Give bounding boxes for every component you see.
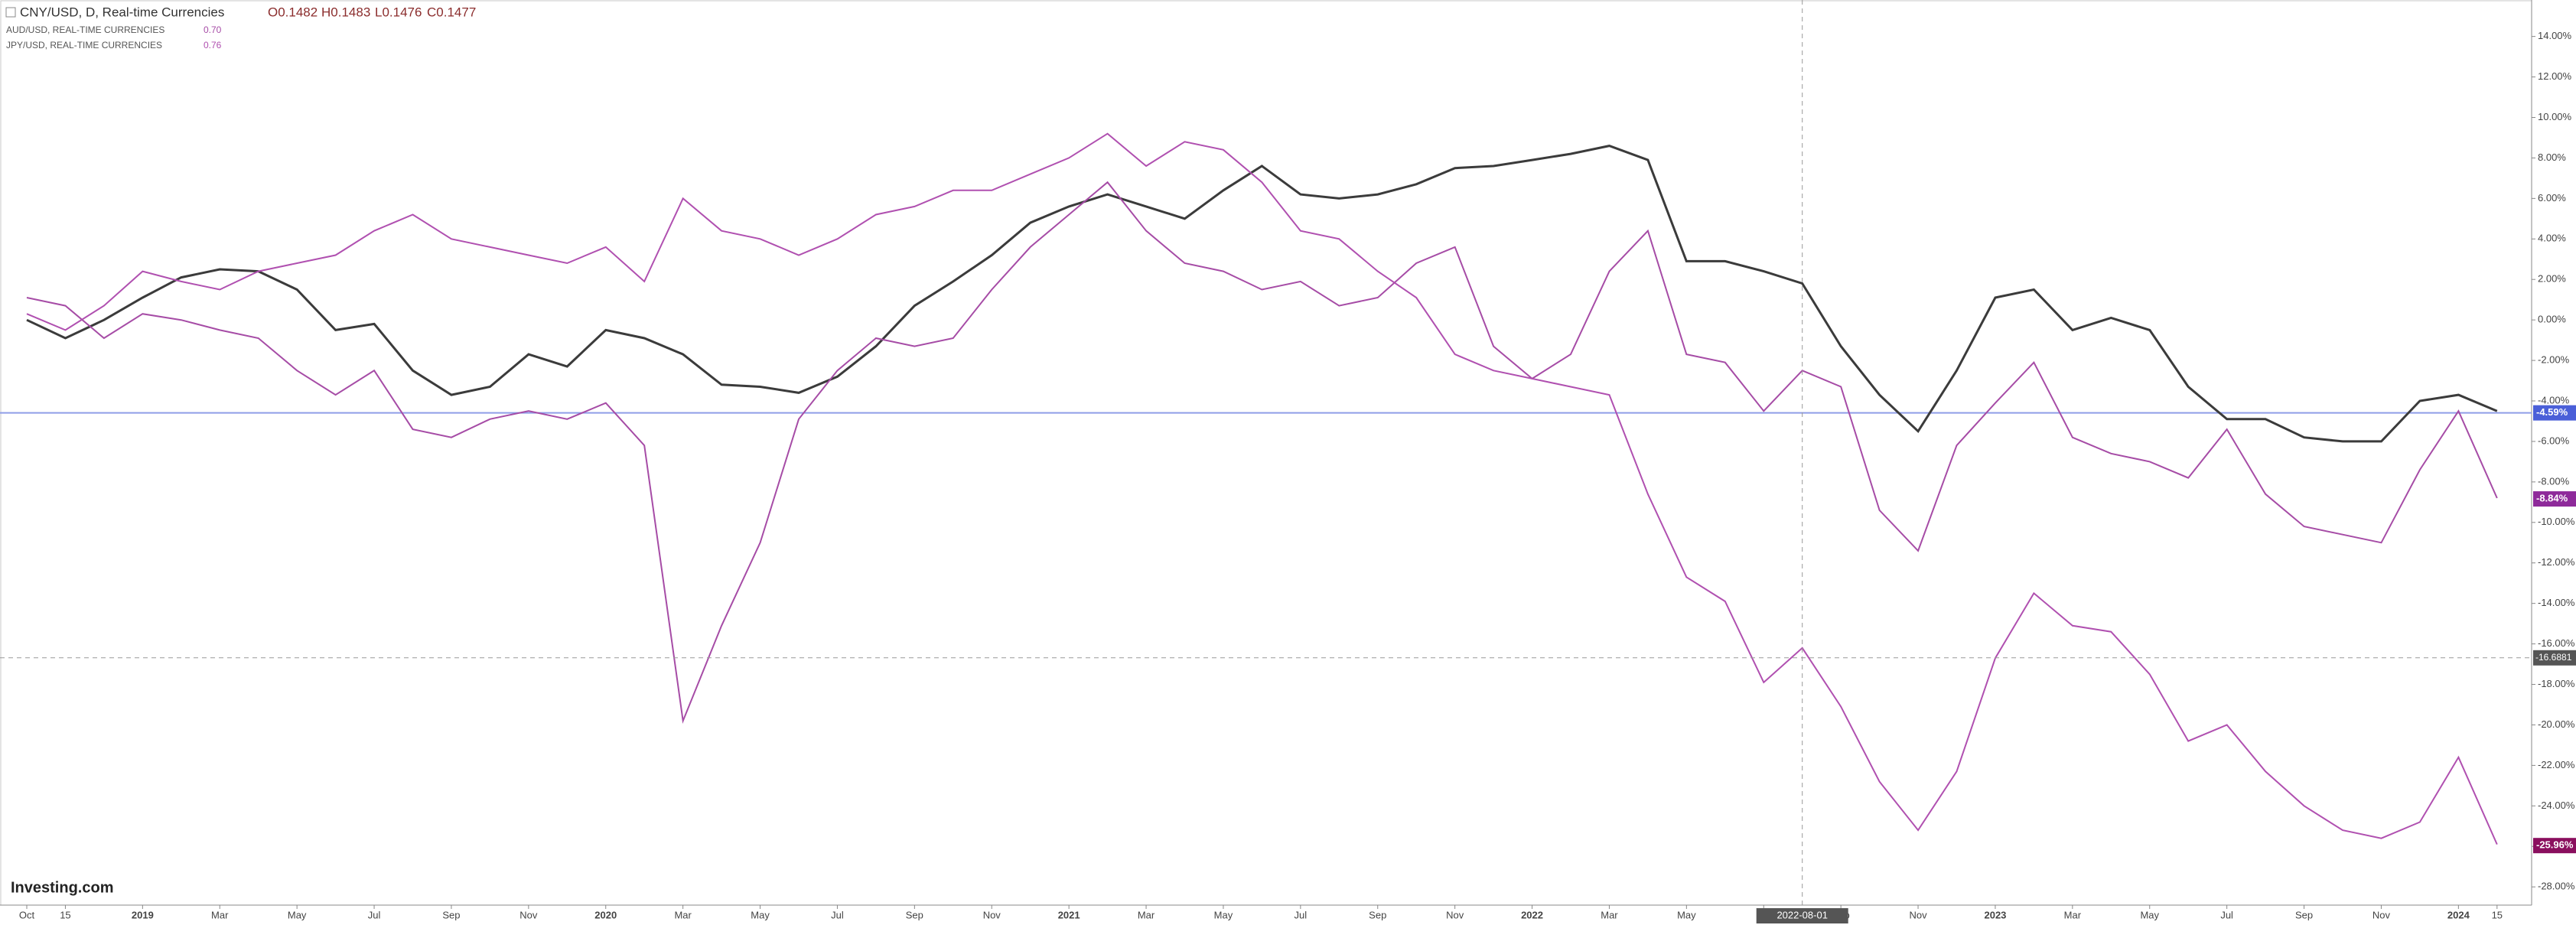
y-tick-label: -12.00% [2538, 556, 2575, 568]
x-tick-label: Mar [674, 909, 692, 920]
chart-title: CNY/USD, D, Real-time Currencies [20, 5, 224, 19]
y-tick-label: 4.00% [2538, 233, 2566, 244]
ohlc: O0.1482 [268, 5, 318, 19]
y-tick-label: 0.00% [2538, 314, 2566, 325]
compare-name: AUD/USD, REAL-TIME CURRENCIES [6, 24, 164, 35]
price-label-box [2533, 491, 2576, 507]
x-tick-label: 2019 [132, 909, 154, 920]
x-tick-label: May [288, 909, 307, 920]
x-tick-label: Jul [831, 909, 844, 920]
x-tick-label: 15 [2492, 909, 2503, 920]
collapse-icon[interactable] [5, 7, 16, 18]
x-tick-label: Nov [983, 909, 1001, 920]
x-tick-label: Sep [1369, 909, 1386, 920]
series-line [26, 145, 2498, 443]
y-tick-label: -4.00% [2538, 394, 2570, 406]
x-tick-label: Nov [519, 909, 538, 920]
compare-last: 0.76 [204, 40, 222, 50]
crosshair-y-label: -16.6881 [2535, 652, 2572, 663]
x-tick-label: Mar [1601, 909, 1618, 920]
ohlc: H0.1483 [321, 5, 370, 19]
x-tick-label: Nov [1446, 909, 1464, 920]
y-tick-label: 8.00% [2538, 151, 2566, 163]
x-tick-label: 2021 [1058, 909, 1080, 920]
x-tick-label: Nov [1909, 909, 1927, 920]
y-tick-label: 6.00% [2538, 192, 2566, 204]
crosshair-x-box [1756, 908, 1848, 923]
compare-last: 0.70 [204, 24, 222, 35]
x-tick-label: Sep [906, 909, 923, 920]
x-tick-label: May [751, 909, 770, 920]
y-tick-label: -8.00% [2538, 475, 2570, 487]
y-tick-label: 2.00% [2538, 273, 2566, 285]
y-tick-label: -28.00% [2538, 881, 2575, 892]
y-tick-label: -22.00% [2538, 759, 2575, 770]
price-label: -8.84% [2536, 493, 2568, 504]
price-label: -25.96% [2536, 839, 2574, 851]
x-tick-label: Sep [442, 909, 460, 920]
ohlc: C0.1477 [427, 5, 476, 19]
series-line [26, 132, 2498, 845]
y-tick-label: -18.00% [2538, 678, 2575, 689]
x-tick-label: Sep [2295, 909, 2313, 920]
y-tick-label: 14.00% [2538, 30, 2572, 41]
x-tick-label: Jul [2220, 909, 2233, 920]
x-tick-label: 2020 [594, 909, 617, 920]
price-label: -4.59% [2536, 406, 2568, 418]
ohlc: L0.1476 [375, 5, 422, 19]
x-tick-label: May [1214, 909, 1233, 920]
x-tick-label: Jul [1295, 909, 1308, 920]
x-tick-label: Jul [368, 909, 381, 920]
x-tick-label: 2022 [1521, 909, 1543, 920]
price-label-box [2533, 405, 2576, 421]
x-tick-label: 2024 [2447, 909, 2470, 920]
y-tick-label: -20.00% [2538, 718, 2575, 730]
x-tick-label: Mar [1138, 909, 1155, 920]
y-tick-label: 10.00% [2538, 111, 2572, 122]
crosshair-y-box [2533, 650, 2576, 666]
y-tick-label: -2.00% [2538, 354, 2570, 366]
compare-name: JPY/USD, REAL-TIME CURRENCIES [6, 40, 162, 50]
x-tick-label: 15 [60, 909, 70, 920]
x-tick-label: Nov [2372, 909, 2391, 920]
x-tick-label: 2023 [1984, 909, 2006, 920]
series-line [26, 181, 2498, 725]
x-tick-label: Oct [19, 909, 35, 920]
watermark: Investing.com [11, 879, 113, 896]
price-label-box [2533, 838, 2576, 854]
y-tick-label: -6.00% [2538, 435, 2570, 446]
x-tick-label: May [2140, 909, 2159, 920]
y-tick-label: -14.00% [2538, 597, 2575, 608]
y-tick-label: -10.00% [2538, 516, 2575, 527]
y-tick-label: 12.00% [2538, 70, 2572, 82]
x-tick-label: May [1677, 909, 1696, 920]
x-tick-label: Mar [211, 909, 229, 920]
y-tick-label: -24.00% [2538, 800, 2575, 811]
crosshair-x-label: 2022-08-01 [1776, 909, 1828, 920]
y-tick-label: -16.00% [2538, 637, 2575, 649]
x-tick-label: Mar [2064, 909, 2082, 920]
